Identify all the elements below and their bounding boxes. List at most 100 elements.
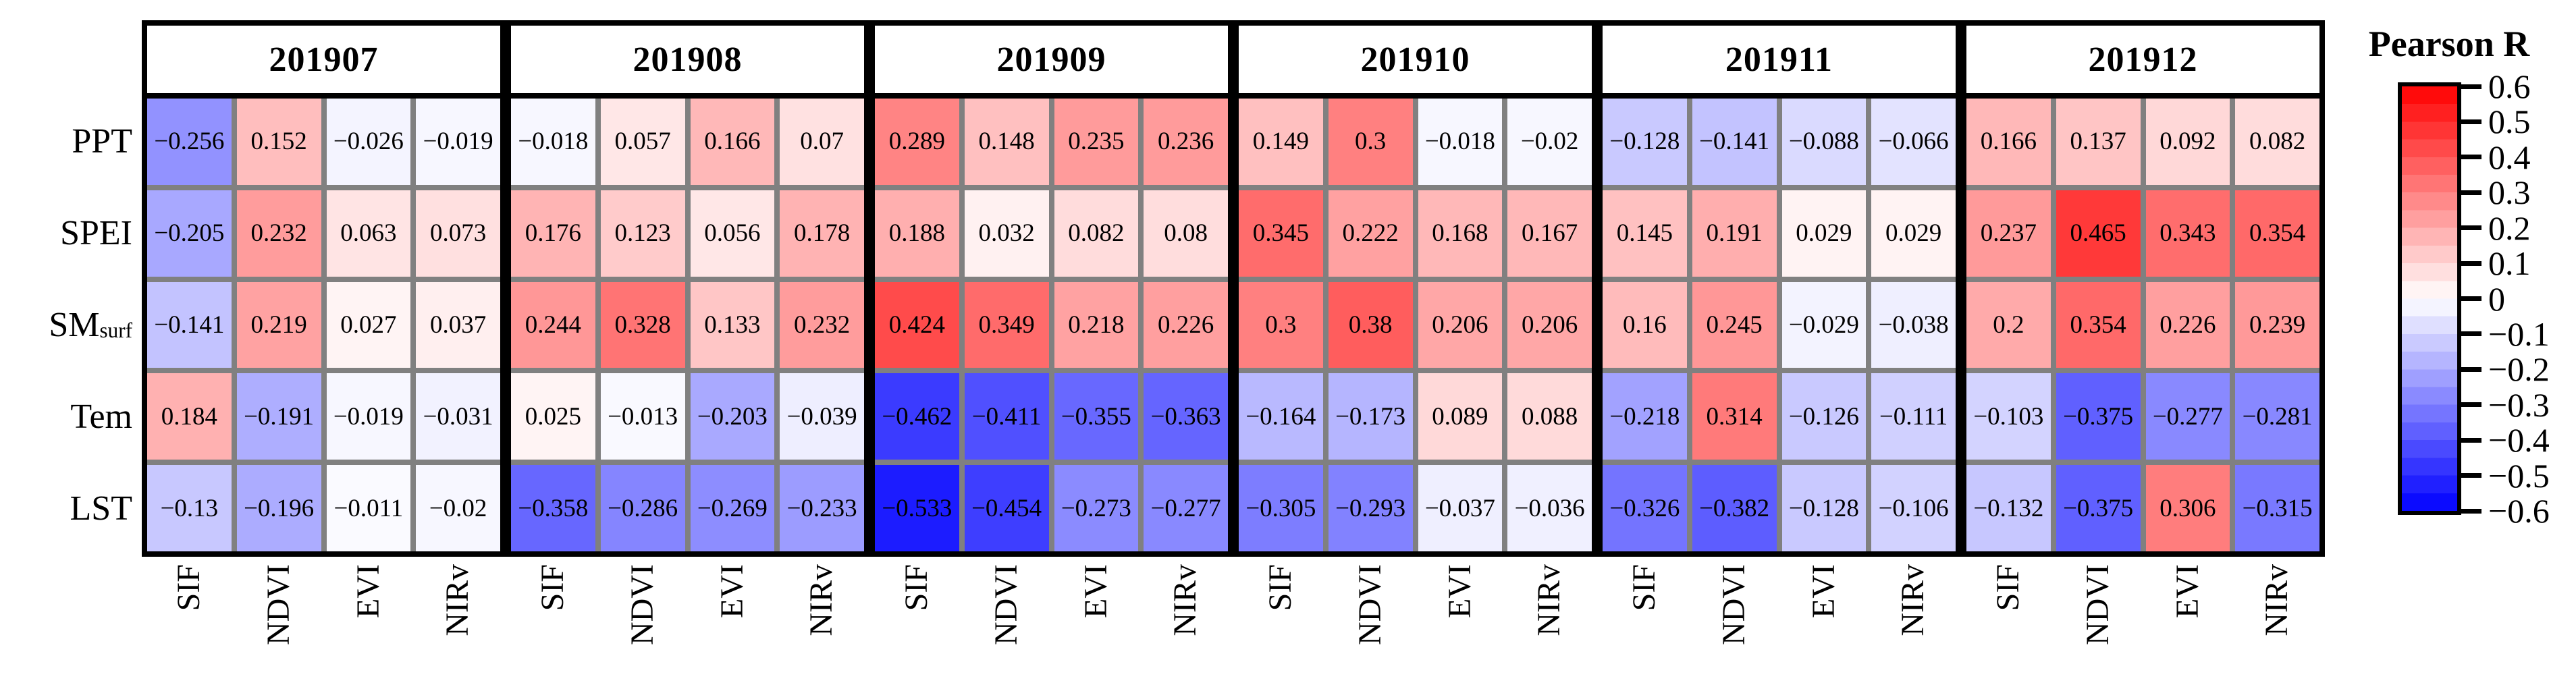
row-label-lst: LST (70, 489, 132, 528)
col-label-sif: SIF (171, 564, 207, 611)
heatmap-cell: −0.375 (2056, 465, 2141, 551)
colorbar (2398, 82, 2461, 515)
colorbar-tick-label: −0.4 (2488, 421, 2550, 460)
month-panels: 201907 −0.256 0.152 −0.026 −0.019 −0.205 0.232… (142, 20, 2325, 557)
heatmap-cell: 0.145 (1603, 190, 1687, 277)
x-label-slot: NIRv (2235, 564, 2319, 687)
heatmap-cell: 0.137 (2056, 99, 2141, 185)
heatmap-cell: 0.222 (1328, 190, 1413, 277)
heatmap-cell: −0.218 (1603, 373, 1687, 460)
heatmap-cell: −0.106 (1871, 465, 1956, 551)
heatmap-cell: −0.196 (236, 465, 321, 551)
heatmap-cell: −0.363 (1144, 373, 1228, 460)
heatmap-cell: 0.465 (2056, 190, 2141, 277)
colorbar-tick-label: 0.2 (2488, 209, 2531, 247)
heatmap-cell: 0.3 (1239, 281, 1323, 368)
col-label-evi: EVI (2169, 564, 2205, 618)
heatmap-cell: 0.032 (964, 190, 1049, 277)
col-label-evi: EVI (1441, 564, 1478, 618)
heatmap-cell: 0.354 (2056, 281, 2141, 368)
heatmap-cell: 0.037 (416, 281, 500, 368)
heatmap-cell: −0.273 (1054, 465, 1139, 551)
col-label-ndvi: NDVI (624, 564, 660, 645)
col-label-evi: EVI (714, 564, 750, 618)
row-label-spei: SPEI (60, 214, 132, 253)
colorbar-tick (2461, 366, 2481, 372)
heatmap-cell: 0.218 (1054, 281, 1139, 368)
heatmap-cell: 0.237 (1966, 190, 2051, 277)
heatmap-cell: 0.236 (1144, 99, 1228, 185)
col-label-sif: SIF (898, 564, 935, 611)
x-label-slot: NDVI (601, 564, 685, 687)
heatmap-cell: 0.166 (1966, 99, 2051, 185)
heatmap-cell: 0.245 (1692, 281, 1777, 368)
month-header: 201907 (147, 26, 500, 99)
heatmap-cell: −0.462 (875, 373, 959, 460)
heatmap-cell: −0.13 (147, 465, 232, 551)
month-panel-201909: 201909 0.289 0.148 0.235 0.236 0.188 0.032 0.08… (869, 20, 1233, 557)
month-panel-201911: 201911 −0.128 −0.141 −0.088 −0.066 0.145 0.191… (1597, 20, 1961, 557)
x-label-group: SIF NDVI EVI NIRv (1233, 564, 1597, 687)
heatmap-cell: −0.277 (2145, 373, 2230, 460)
col-label-ndvi: NDVI (988, 564, 1024, 645)
col-label-ndvi: NDVI (260, 564, 296, 645)
heatmap-cell: 0.133 (690, 281, 775, 368)
heatmap-cell: −0.382 (1692, 465, 1777, 551)
heatmap-cell: 0.226 (1144, 281, 1228, 368)
col-label-nirv: NIRv (439, 564, 476, 636)
x-label-group: SIF NDVI EVI NIRv (506, 564, 869, 687)
x-label-slot: NIRv (1871, 564, 1956, 687)
x-label-slot: NDVI (2056, 564, 2141, 687)
heatmap-cell: 0.191 (1692, 190, 1777, 277)
heatmap-cell: 0.029 (1871, 190, 1956, 277)
heatmap-grid: 0.289 0.148 0.235 0.236 0.188 0.032 0.082 0.08 0… (875, 99, 1228, 551)
heatmap-cell: −0.029 (1781, 281, 1867, 368)
heatmap-cell: 0.082 (2235, 99, 2319, 185)
heatmap-cell: 0.16 (1603, 281, 1687, 368)
heatmap-cell: 0.206 (1507, 281, 1592, 368)
col-label-ndvi: NDVI (2079, 564, 2116, 645)
heatmap-cell: 0.239 (2235, 281, 2319, 368)
x-label-slot: SIF (1239, 564, 1323, 687)
col-label-evi: EVI (350, 564, 386, 618)
heatmap-cell: 0.152 (236, 99, 321, 185)
heatmap-cell: 0.149 (1239, 99, 1323, 185)
heatmap-cell: 0.354 (2235, 190, 2319, 277)
x-label-slot: SIF (1603, 564, 1687, 687)
heatmap-cell: 0.025 (511, 373, 595, 460)
col-label-nirv: NIRv (2259, 564, 2295, 636)
heatmap-cell: 0.184 (147, 373, 232, 460)
month-header: 201911 (1603, 26, 1956, 99)
col-label-nirv: NIRv (1531, 564, 1567, 636)
heatmap-cell: 0.08 (1144, 190, 1228, 277)
x-label-slot: NDVI (965, 564, 1049, 687)
heatmap-grid: −0.018 0.057 0.166 0.07 0.176 0.123 0.056 0.178… (511, 99, 864, 551)
heatmap-cell: −0.128 (1603, 99, 1687, 185)
heatmap-cell: −0.019 (326, 373, 411, 460)
heatmap-cell: 0.029 (1781, 190, 1867, 277)
heatmap-cell: 0.314 (1692, 373, 1777, 460)
x-label-slot: SIF (875, 564, 959, 687)
col-label-sif: SIF (1990, 564, 2027, 611)
row-label-tem: Tem (70, 397, 132, 436)
heatmap-cell: 0.056 (690, 190, 775, 277)
colorbar-tick-label: 0 (2488, 279, 2505, 318)
x-label-slot: EVI (691, 564, 775, 687)
heatmap-cell: −0.111 (1871, 373, 1956, 460)
heatmap-cell: 0.235 (1054, 99, 1139, 185)
x-label-slot: EVI (1782, 564, 1867, 687)
heatmap-cell: −0.375 (2056, 373, 2141, 460)
colorbar-tick-label: 0.3 (2488, 173, 2531, 212)
x-label-slot: NIRv (780, 564, 864, 687)
x-label-slot: NIRv (1507, 564, 1592, 687)
heatmap-cell: 0.082 (1054, 190, 1139, 277)
heatmap-cell: −0.036 (1507, 465, 1592, 551)
heatmap-cell: −0.533 (875, 465, 959, 551)
colorbar-tick (2461, 402, 2481, 408)
heatmap-cell: −0.164 (1239, 373, 1323, 460)
month-header: 201910 (1239, 26, 1592, 99)
heatmap-cell: 0.3 (1328, 99, 1413, 185)
row-label-ppt: PPT (72, 122, 132, 161)
heatmap-grid: 0.149 0.3 −0.018 −0.02 0.345 0.222 0.168 0.167 0… (1239, 99, 1592, 551)
